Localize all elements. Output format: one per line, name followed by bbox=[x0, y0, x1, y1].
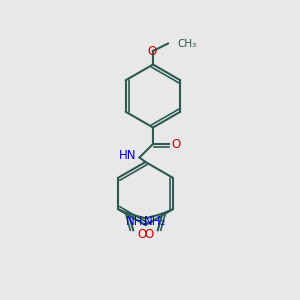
Text: O: O bbox=[172, 137, 181, 151]
Text: NH₂: NH₂ bbox=[144, 215, 166, 228]
Text: CH₃: CH₃ bbox=[178, 38, 197, 49]
Text: O: O bbox=[145, 228, 154, 241]
Text: O: O bbox=[137, 228, 146, 241]
Text: NH₂: NH₂ bbox=[126, 215, 148, 228]
Text: O: O bbox=[147, 44, 156, 58]
Text: HN: HN bbox=[119, 148, 137, 162]
